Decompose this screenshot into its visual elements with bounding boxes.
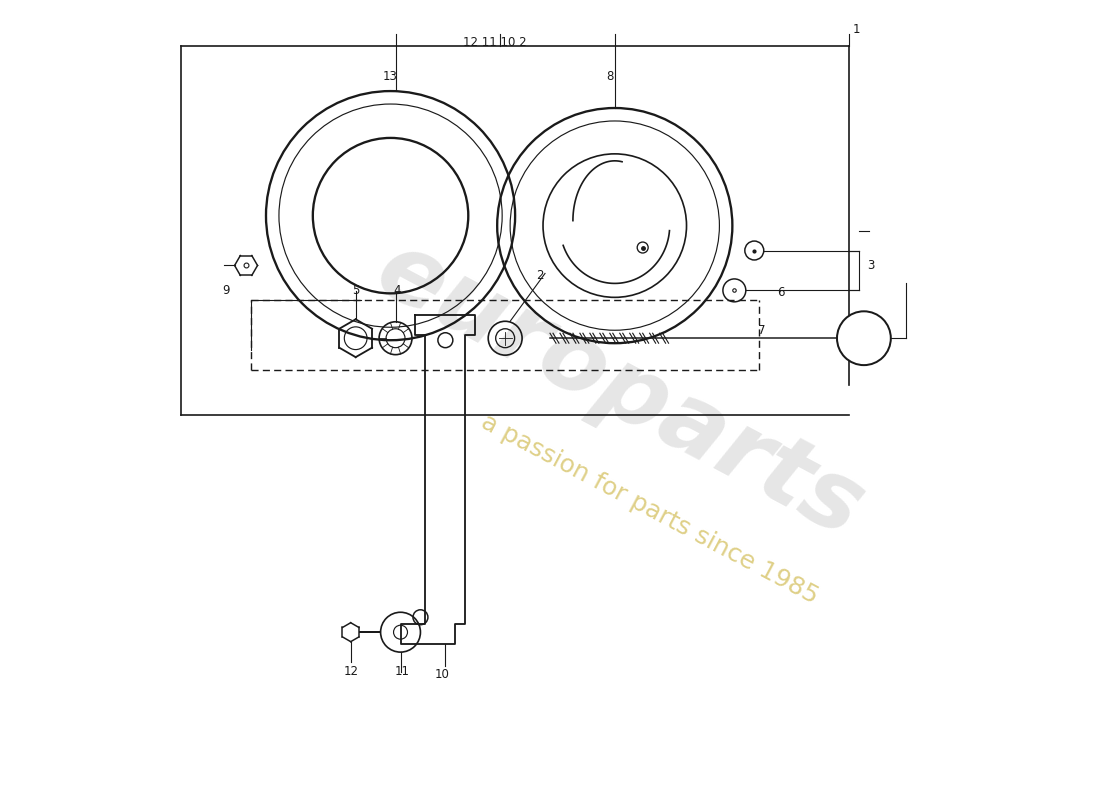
Circle shape	[837, 311, 891, 365]
Text: 4: 4	[394, 284, 402, 297]
Text: europarts: europarts	[361, 222, 879, 558]
Text: 9: 9	[222, 284, 230, 297]
Text: 7: 7	[758, 324, 764, 337]
Text: 10: 10	[434, 667, 450, 681]
Text: 11: 11	[395, 665, 410, 678]
Text: 3: 3	[867, 259, 875, 272]
Text: 13: 13	[383, 70, 398, 82]
Text: 12: 12	[343, 665, 359, 678]
Text: 1: 1	[852, 22, 860, 36]
Text: a passion for parts since 1985: a passion for parts since 1985	[477, 410, 823, 609]
Text: 2: 2	[537, 269, 543, 282]
Text: 6: 6	[778, 286, 785, 299]
Text: 8: 8	[606, 70, 614, 82]
Text: 5: 5	[352, 284, 360, 297]
Text: 12 11 10 2: 12 11 10 2	[463, 36, 527, 50]
